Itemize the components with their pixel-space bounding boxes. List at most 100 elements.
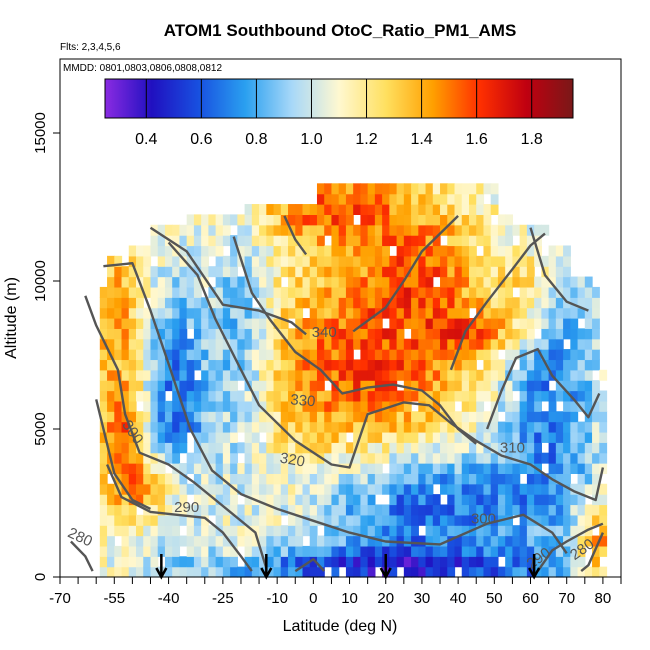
- heatmap-cell: [483, 224, 492, 236]
- heatmap-cell: [266, 525, 275, 537]
- dates-subtitle: MMDD: 0801,0803,0806,0808,0812: [63, 63, 222, 74]
- heatmap-cell: [389, 566, 398, 578]
- heatmap-cell: [244, 390, 253, 402]
- heatmap-cell: [324, 307, 333, 319]
- heatmap-cell: [403, 545, 412, 557]
- heatmap-cell: [345, 224, 354, 236]
- heatmap-cell: [208, 431, 217, 443]
- heatmap-cell: [548, 556, 557, 568]
- heatmap-cell: [331, 193, 340, 205]
- heatmap-cell: [316, 204, 325, 215]
- heatmap-cell: [121, 504, 130, 516]
- plot-frame: [59, 58, 622, 578]
- heatmap-cell: [454, 535, 463, 547]
- heatmap-cell: [316, 193, 325, 205]
- heatmap-cell: [461, 349, 470, 361]
- heatmap-cell: [107, 369, 115, 381]
- heatmap-cell: [186, 214, 195, 226]
- contour-line: [167, 241, 605, 502]
- heatmap-cell: [164, 483, 173, 495]
- heatmap-cell: [201, 566, 209, 578]
- heatmap-cell: [563, 545, 571, 557]
- heatmap-cell: [468, 566, 477, 578]
- heatmap-cell: [237, 411, 246, 423]
- heatmap-cell: [179, 338, 188, 350]
- heatmap-cell: [150, 463, 159, 474]
- heatmap-cell: [331, 463, 340, 474]
- heatmap-cell: [389, 235, 398, 247]
- heatmap-cell: [251, 369, 260, 381]
- heatmap-cell: [215, 224, 224, 236]
- heatmap-cell: [237, 525, 246, 537]
- heatmap-cell: [476, 369, 485, 381]
- heatmap-cell: [280, 452, 289, 464]
- heatmap-cell: [396, 535, 405, 547]
- heatmap-cell: [483, 566, 492, 578]
- heatmap-cell: [121, 473, 130, 485]
- heatmap-cell: [505, 380, 514, 392]
- contour-line: [70, 540, 94, 572]
- heatmap-cell: [251, 473, 260, 485]
- heatmap-cell: [584, 318, 593, 329]
- heatmap-cell: [309, 276, 318, 288]
- heatmap-cell: [273, 307, 282, 319]
- heatmap-cell: [534, 255, 542, 267]
- heatmap-cell: [244, 235, 253, 247]
- heatmap-cell: [519, 525, 528, 537]
- heatmap-cell: [505, 349, 514, 361]
- heatmap-cell: [563, 359, 571, 371]
- heatmap-cell: [266, 214, 275, 226]
- heatmap-cell: [244, 266, 253, 278]
- heatmap-cell: [555, 566, 564, 578]
- heatmap-cell: [107, 307, 115, 319]
- heatmap-cell: [461, 380, 470, 392]
- heatmap-cell: [382, 214, 390, 226]
- heatmap-cell: [483, 380, 492, 392]
- heatmap-cell: [526, 400, 535, 412]
- heatmap-cell: [295, 473, 304, 485]
- heatmap-cell: [324, 328, 333, 340]
- heatmap-cell: [114, 380, 123, 392]
- heatmap-cell: [374, 193, 383, 205]
- heatmap-cell: [309, 442, 318, 454]
- heatmap-cell: [309, 328, 318, 340]
- heatmap-cell: [440, 369, 448, 381]
- heatmap-cell: [230, 431, 238, 443]
- heatmap-cell: [244, 297, 253, 309]
- heatmap-cell: [555, 338, 564, 350]
- heatmap-cell: [201, 307, 209, 319]
- heatmap-cell: [526, 369, 535, 381]
- heatmap-cell: [179, 224, 188, 236]
- heatmap-cell: [519, 411, 528, 423]
- heatmap-cell: [280, 545, 289, 557]
- heatmap-cell: [577, 400, 586, 412]
- heatmap-cell: [490, 380, 499, 392]
- heatmap-cell: [425, 193, 434, 205]
- heatmap-cell: [193, 266, 202, 278]
- heatmap-cell: [440, 545, 448, 557]
- heatmap-cell: [259, 369, 267, 381]
- heatmap-cell: [411, 504, 419, 516]
- heatmap-cell: [259, 494, 267, 506]
- heatmap-cell: [121, 349, 130, 361]
- heatmap-cell: [483, 276, 492, 288]
- heatmap-cell: [273, 328, 282, 340]
- heatmap-cell: [280, 566, 289, 578]
- heatmap-cell: [512, 411, 521, 423]
- heatmap-cell: [505, 224, 514, 236]
- heatmap-cell: [208, 566, 217, 578]
- heatmap-cell: [288, 514, 296, 526]
- y-axis-label: Altitude (m): [3, 277, 20, 359]
- heatmap-cell: [432, 525, 441, 537]
- heatmap-cell: [526, 535, 535, 547]
- heatmap-cell: [490, 390, 499, 402]
- heatmap-cell: [512, 297, 521, 309]
- heatmap-cell: [237, 245, 246, 257]
- heatmap-cell: [555, 307, 564, 319]
- heatmap-cell: [244, 286, 253, 298]
- heatmap-cell: [215, 566, 224, 578]
- heatmap-cell: [353, 494, 362, 506]
- heatmap-cell: [215, 545, 224, 557]
- heatmap-cell: [230, 338, 238, 350]
- heatmap-cell: [389, 193, 398, 205]
